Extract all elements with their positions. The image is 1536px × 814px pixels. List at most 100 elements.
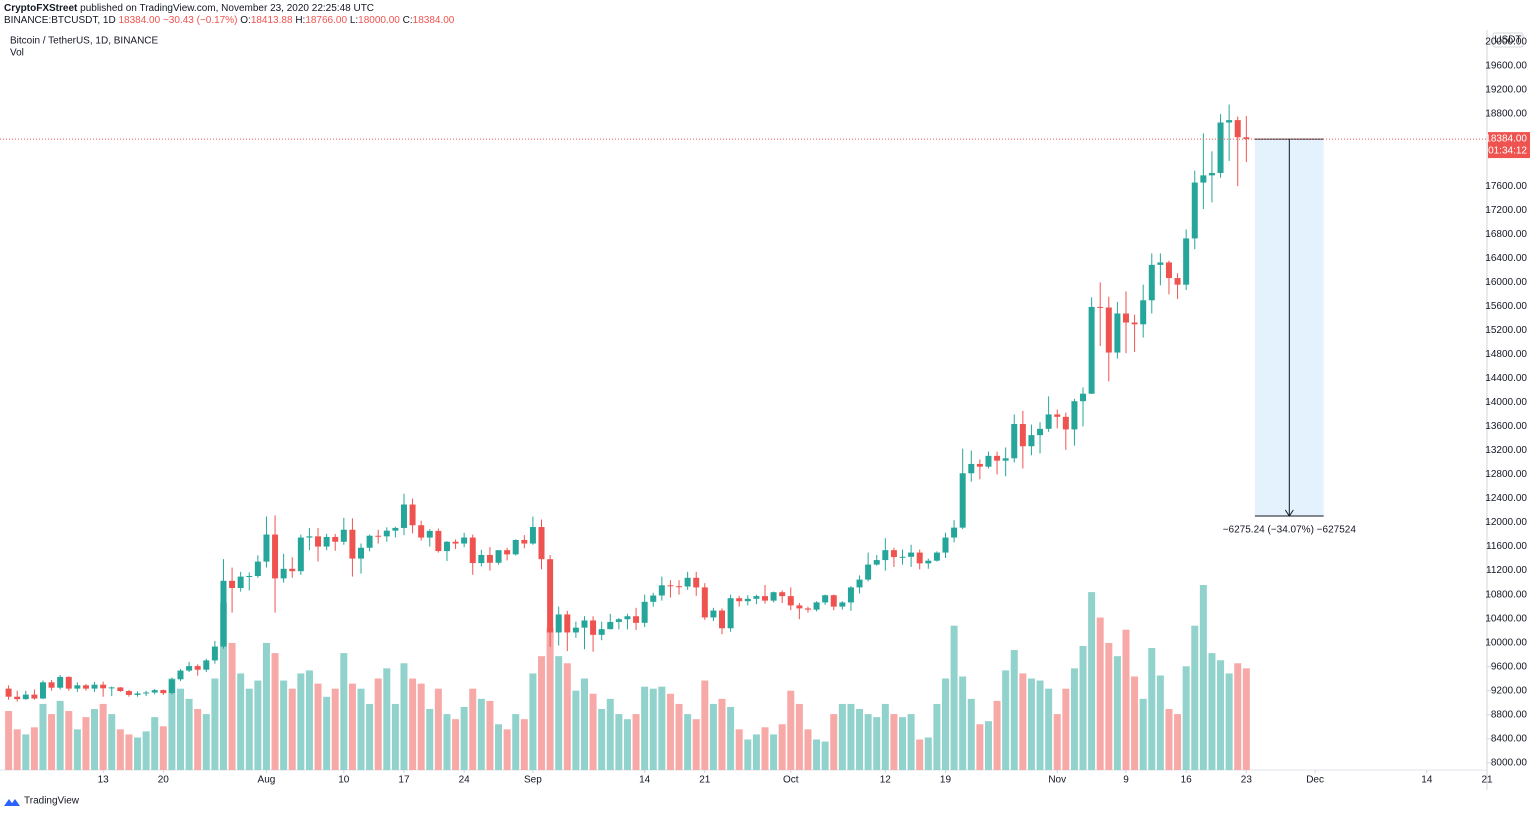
candle-body: [418, 525, 425, 538]
volume-bar: [452, 719, 460, 770]
candle-body: [598, 629, 605, 635]
volume-bar: [383, 668, 391, 770]
x-tick-label: Nov: [1048, 775, 1066, 786]
y-tick-label: 19600.00: [1485, 61, 1527, 72]
volume-bar: [305, 670, 313, 770]
c-label: C:: [403, 15, 413, 26]
volume-bar: [219, 602, 227, 770]
y-tick-label: 17600.00: [1485, 181, 1527, 192]
volume-label: Vol: [10, 48, 24, 59]
h: 18766.00: [305, 15, 347, 26]
candle-body: [289, 568, 296, 572]
volume-bar: [177, 688, 185, 770]
volume-bar: [434, 688, 442, 770]
candle-body: [933, 552, 940, 561]
candle-body: [658, 585, 665, 596]
volume-bar: [641, 686, 649, 770]
candle-body: [125, 691, 132, 695]
volume-bar: [804, 729, 812, 770]
candle-body: [1028, 435, 1035, 447]
candle-body: [323, 536, 330, 547]
volume-bar: [735, 729, 743, 770]
candle-body: [787, 596, 794, 606]
plot: −6275.24 (−34.07%) −627524: [5, 104, 1356, 770]
change: −30.43 (−0.17%): [163, 15, 238, 26]
candle-body: [882, 550, 889, 561]
candle-body: [246, 575, 253, 577]
x-tick-label: 17: [398, 775, 410, 786]
volume-bar: [297, 673, 305, 770]
candle-body: [1200, 175, 1207, 183]
volume-bar: [795, 703, 803, 770]
author: CryptoFXStreet: [4, 3, 78, 14]
volume-bar: [993, 700, 1001, 770]
volume-bar: [778, 724, 786, 770]
volume-bar: [1002, 670, 1010, 770]
x-tick-label: 16: [1181, 775, 1193, 786]
volume-bar: [185, 698, 193, 770]
volume-bar: [890, 714, 898, 770]
volume-bar: [1010, 650, 1018, 770]
volume-bar: [99, 703, 107, 770]
volume-bar: [271, 653, 279, 770]
x-tick-label: Aug: [258, 775, 276, 786]
candle-body: [272, 534, 279, 579]
candle-body: [847, 587, 854, 603]
candle-body: [108, 687, 115, 689]
candle-body: [693, 577, 700, 588]
volume-bar: [1208, 653, 1216, 770]
volume-bar: [666, 693, 674, 770]
y-tick-label: 9600.00: [1491, 661, 1528, 672]
volume-bar: [426, 709, 434, 770]
candle-body: [968, 463, 975, 474]
volume-bar: [202, 714, 210, 770]
candle-body: [254, 561, 261, 576]
volume-bar: [417, 683, 425, 770]
candle-body: [220, 580, 227, 647]
volume-bar: [881, 703, 889, 770]
volume-bar: [538, 656, 546, 770]
candle-body: [761, 596, 768, 601]
candle-body: [1080, 393, 1087, 402]
volume-bar: [959, 676, 967, 770]
candle-body: [57, 676, 64, 688]
volume-bar: [400, 663, 408, 770]
volume-bar: [1079, 645, 1087, 770]
x-tick-label: Oct: [783, 775, 799, 786]
x-tick-label: 24: [459, 775, 471, 786]
y-tick-label: 13600.00: [1485, 421, 1527, 432]
y-tick-label: 12800.00: [1485, 469, 1527, 480]
volume-bar: [168, 678, 176, 770]
candle-body: [1140, 300, 1147, 325]
volume-bar: [245, 688, 253, 770]
y-tick-label: 13200.00: [1485, 445, 1527, 456]
volume-bar: [1062, 688, 1070, 770]
candle-body: [1183, 238, 1190, 285]
candle-body: [31, 694, 38, 699]
candle-body: [813, 602, 820, 610]
y-tick-label: 16000.00: [1485, 277, 1527, 288]
candle-body: [39, 682, 46, 699]
volume-bar: [477, 698, 485, 770]
volume-bar: [1105, 642, 1113, 770]
candle-body: [1062, 416, 1069, 430]
volume-bar: [194, 709, 202, 770]
candle-body: [572, 627, 579, 633]
volume-bar: [228, 642, 236, 770]
y-tick-label: 12400.00: [1485, 493, 1527, 504]
x-tick-label: 14: [639, 775, 651, 786]
y-tick-label: 9200.00: [1491, 685, 1528, 696]
y-tick-label: 16800.00: [1485, 229, 1527, 240]
volume-bar: [658, 686, 666, 770]
candle-body: [916, 552, 923, 564]
volume-bar: [91, 709, 99, 770]
volume-bar: [752, 734, 760, 770]
candle-body: [667, 585, 674, 587]
volume-bar: [813, 739, 821, 770]
candle-body: [676, 586, 683, 588]
volume-bar: [546, 627, 554, 770]
volume-bar: [838, 703, 846, 770]
candle-body: [504, 550, 511, 555]
